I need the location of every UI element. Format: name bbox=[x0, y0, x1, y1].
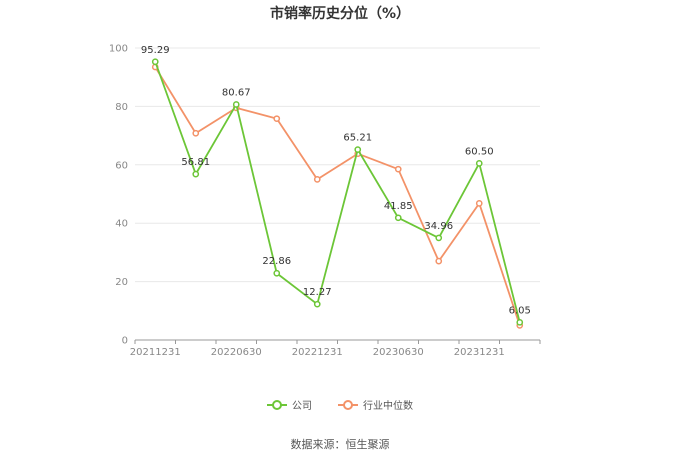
legend-company-label: 公司 bbox=[292, 401, 312, 412]
data-point-company-0 bbox=[151, 58, 159, 66]
data-label-3: 22.86 bbox=[262, 256, 291, 267]
legend-industry-marker-icon bbox=[338, 399, 358, 410]
data-label-0: 95.29 bbox=[141, 45, 170, 56]
data-point-company-1 bbox=[192, 170, 200, 178]
data-label-7: 34.96 bbox=[424, 221, 453, 232]
y-tick-label-80: 80 bbox=[115, 102, 128, 113]
data-point-industry-1 bbox=[192, 129, 200, 137]
x-tick-label-20231231: 20231231 bbox=[454, 347, 505, 358]
data-point-company-4 bbox=[313, 300, 321, 308]
legend-company-marker-icon bbox=[267, 399, 287, 410]
data-label-5: 65.21 bbox=[343, 133, 372, 144]
data-label-6: 41.85 bbox=[384, 201, 413, 212]
data-point-company-8 bbox=[475, 159, 483, 167]
y-tick-label-100: 100 bbox=[109, 44, 128, 55]
data-point-industry-4 bbox=[313, 176, 321, 183]
chart-title: 市销率历史分位（%） bbox=[269, 6, 411, 22]
y-tick-label-20: 20 bbox=[115, 277, 128, 288]
data-point-industry-6 bbox=[394, 165, 402, 173]
legend-item-company[interactable]: 公司 bbox=[267, 397, 312, 412]
data-point-company-9 bbox=[516, 318, 524, 326]
data-label-2: 80.67 bbox=[222, 87, 251, 98]
data-label-8: 60.50 bbox=[465, 146, 494, 157]
chart-legend: 公司 行业中位数 bbox=[0, 397, 680, 412]
data-point-industry-8 bbox=[475, 199, 483, 207]
y-tick-label-0: 0 bbox=[122, 336, 128, 347]
data-point-company-2 bbox=[232, 101, 240, 108]
data-label-9: 6.05 bbox=[509, 305, 531, 316]
data-point-company-6 bbox=[394, 214, 402, 222]
legend-industry-label: 行业中位数 bbox=[363, 401, 413, 412]
x-tick-label-20211231: 20211231 bbox=[130, 347, 181, 358]
data-label-4: 12.27 bbox=[303, 287, 332, 298]
data-point-industry-3 bbox=[273, 115, 281, 123]
data-point-company-7 bbox=[435, 234, 443, 242]
y-tick-label-40: 40 bbox=[115, 219, 128, 230]
y-tick-label-60: 60 bbox=[115, 160, 128, 171]
data-point-company-3 bbox=[273, 269, 281, 277]
x-tick-label-20221231: 20221231 bbox=[292, 347, 343, 358]
series-line-industry bbox=[154, 66, 521, 326]
data-label-1: 56.81 bbox=[181, 157, 210, 168]
data-source-note: 数据来源：恒生聚源 bbox=[290, 438, 390, 451]
series-line-company bbox=[154, 61, 521, 323]
data-point-company-5 bbox=[354, 146, 362, 153]
x-tick-label-20230630: 20230630 bbox=[373, 347, 424, 358]
legend-item-industry[interactable]: 行业中位数 bbox=[338, 397, 413, 412]
x-tick-label-20220630: 20220630 bbox=[211, 347, 262, 358]
data-point-industry-7 bbox=[435, 257, 443, 265]
